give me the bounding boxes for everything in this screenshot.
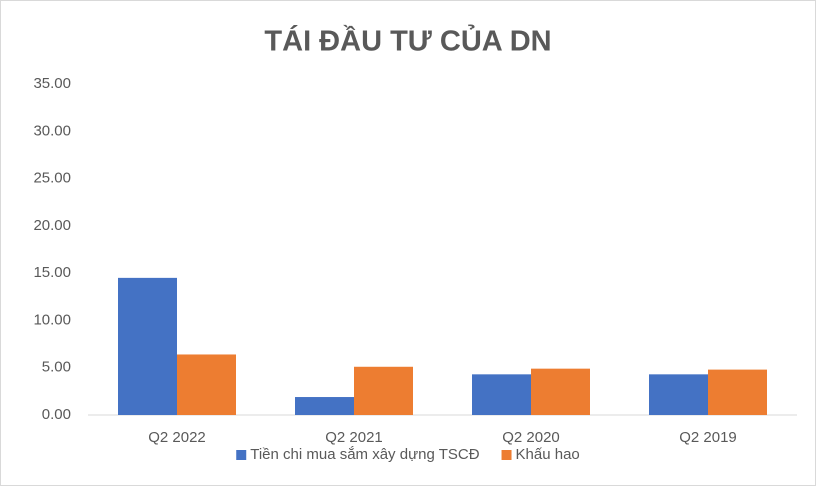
- y-tick-label: 30.00: [33, 122, 71, 139]
- chart-title: TÁI ĐẦU TƯ CỦA DN: [264, 24, 551, 58]
- x-tick-label: Q2 2019: [679, 429, 737, 446]
- y-tick-label: 25.00: [33, 170, 71, 187]
- bar: [295, 397, 354, 415]
- x-tick-label: Q2 2021: [325, 429, 383, 446]
- bar: [531, 368, 590, 415]
- legend-label: Tiền chi mua sắm xây dựng TSCĐ: [250, 446, 479, 463]
- y-tick-label: 0.00: [42, 406, 71, 423]
- y-tick-label: 20.00: [33, 217, 71, 234]
- bar: [649, 374, 708, 415]
- y-tick-label: 35.00: [33, 75, 71, 92]
- bar: [177, 354, 236, 415]
- legend-label: Khấu hao: [516, 446, 580, 463]
- y-tick-label: 5.00: [42, 359, 71, 376]
- y-tick-label: 15.00: [33, 264, 71, 281]
- legend-swatch: [236, 450, 247, 460]
- bar: [118, 277, 177, 415]
- legend-swatch: [501, 450, 512, 460]
- bar: [708, 369, 767, 415]
- y-tick-label: 10.00: [33, 311, 71, 328]
- bar: [472, 374, 531, 415]
- x-tick-label: Q2 2022: [148, 429, 206, 446]
- x-tick-label: Q2 2020: [502, 429, 560, 446]
- bar: [354, 366, 413, 415]
